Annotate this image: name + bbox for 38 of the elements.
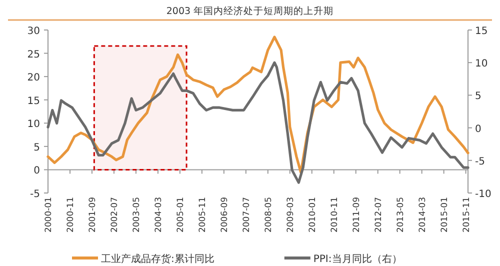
y2-tick-label: 5 [475, 91, 482, 102]
y-tick-label: 5 [34, 142, 40, 154]
x-tick-label: 2012-07 [374, 197, 384, 233]
legend-label: 工业产成品存货:累计同比 [101, 253, 214, 265]
x-tick-label: 2003-05 [132, 197, 142, 233]
y-tick-label: 10 [27, 119, 40, 130]
y2-tick-label: 10 [475, 58, 488, 70]
y-tick-label: 30 [27, 26, 40, 37]
x-tick-label: 2004-03 [154, 197, 164, 233]
x-tick-label: 2014-03 [418, 197, 428, 233]
y-tick-label: -5 [30, 189, 40, 200]
x-tick-label: 2008-05 [264, 197, 274, 233]
y-tick-label: 20 [27, 72, 40, 84]
y-tick-label: 15 [27, 96, 40, 107]
legend-label: PPI:当月同比（右） [313, 253, 402, 265]
chart-title: 2003 年国内经济处于短周期的上升期 [166, 5, 334, 17]
x-tick-label: 2006-09 [220, 197, 230, 233]
x-tick-label: 2015-11 [462, 197, 472, 233]
x-tick-label: 2015-01 [440, 197, 450, 233]
y2-tick-label: -5 [475, 156, 485, 168]
y-tick-label: 0 [34, 166, 40, 177]
y2-tick-label: 15 [475, 26, 488, 37]
x-tick-label: 2010-01 [308, 197, 318, 233]
x-tick-label: 2009-03 [286, 197, 296, 233]
x-tick-label: 2001-09 [88, 197, 98, 233]
y2-tick-label: 0 [475, 124, 482, 135]
x-tick-label: 2005-11 [198, 197, 208, 233]
x-tick-label: 2010-11 [330, 197, 340, 233]
y2-tick-label: -10 [475, 189, 492, 200]
y-tick-label: 25 [27, 49, 40, 60]
x-tick-label: 2011-09 [352, 197, 362, 233]
x-tick-label: 2005-01 [176, 197, 186, 233]
x-tick-label: 2000-01 [44, 197, 54, 233]
x-tick-label: 2000-11 [66, 197, 76, 233]
x-tick-label: 2007-07 [242, 197, 252, 233]
line-series [46, 61, 470, 184]
x-tick-label: 2013-05 [396, 197, 406, 233]
x-tick-label: 2002-07 [110, 197, 120, 233]
